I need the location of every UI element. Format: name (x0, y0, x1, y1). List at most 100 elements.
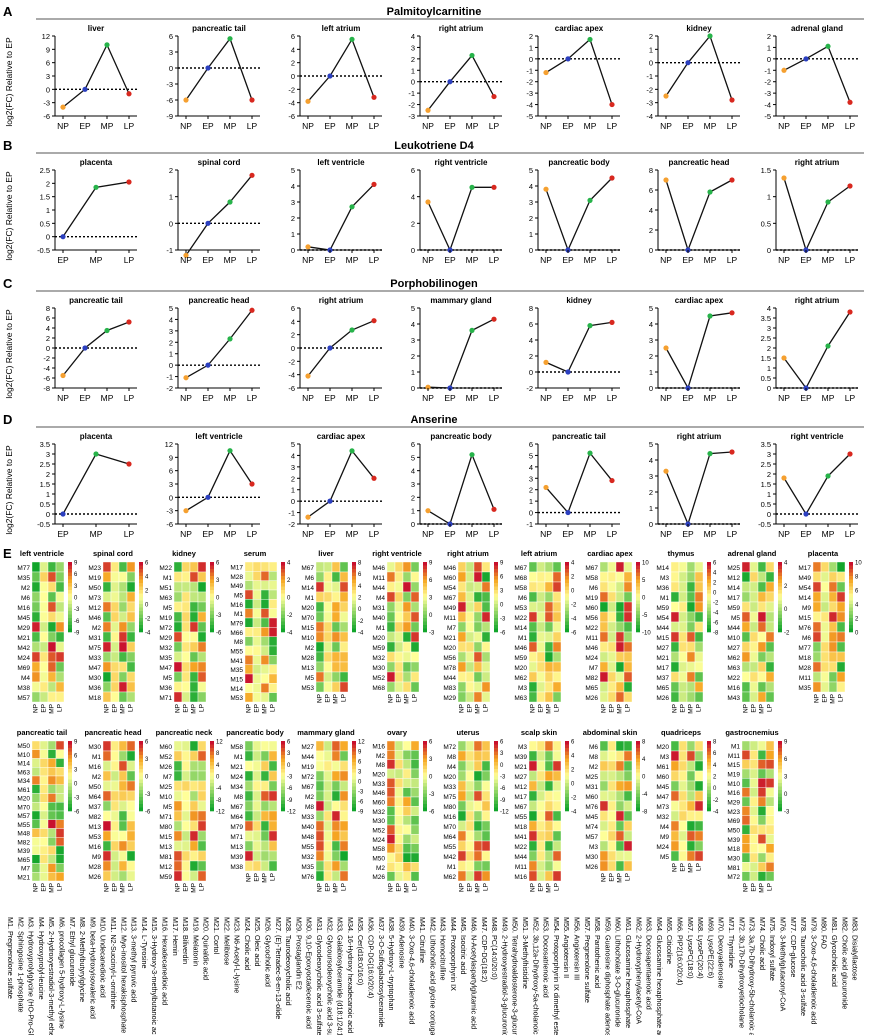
heatmap-cell (110, 760, 120, 772)
heatmap-row-label: M70 (443, 824, 456, 831)
chart-title: placenta (80, 158, 113, 167)
x-tick-label: LP (369, 393, 380, 403)
heatmap-cell (244, 589, 254, 600)
heatmap-cell (268, 571, 278, 581)
heatmap-scale-segment (281, 583, 285, 587)
heatmap-cell (31, 872, 41, 882)
legend-entry: M35. Cer(d18:0/16:0) (356, 917, 365, 985)
heatmap-cell (252, 645, 262, 656)
data-point (227, 448, 233, 454)
y-tick-label: 6 (46, 314, 50, 323)
heatmap-scale-segment (636, 776, 640, 780)
data-point (327, 345, 333, 351)
heatmap-cell (623, 601, 633, 613)
heatmap-cell (339, 820, 349, 832)
data-point (227, 336, 233, 342)
heatmap-cell (615, 581, 625, 593)
heatmap-scale-label: 9 (784, 740, 788, 746)
heatmap-cell (536, 780, 546, 792)
heatmap-cell (615, 780, 625, 792)
heatmap-cell (686, 810, 696, 822)
heatmap-cell (670, 780, 680, 792)
heatmap-cell (623, 750, 633, 762)
heatmap-cell (741, 796, 751, 807)
x-tick-label: EP (562, 255, 574, 265)
y-tick-label: 6 (291, 32, 295, 41)
series-line (783, 45, 851, 103)
x-tick-label: EP (324, 393, 336, 403)
heatmap-scale-segment (352, 590, 356, 594)
heatmap-scale-label: 8 (642, 740, 646, 746)
heatmap-cell (741, 601, 751, 613)
heatmap-cell (552, 760, 562, 772)
data-point (491, 184, 497, 190)
x-tick-label: MP (346, 255, 359, 265)
data-point (729, 449, 735, 455)
heatmap-scale-segment (778, 593, 782, 598)
data-point (425, 107, 431, 113)
heatmap-cell (244, 740, 254, 752)
data-point (93, 184, 99, 190)
legend-entry: M22. Melibiose (222, 917, 231, 965)
data-point (425, 508, 431, 514)
heatmap-scale-label: 0 (500, 603, 504, 609)
heatmap-cell (481, 661, 491, 673)
heatmap-cell (260, 580, 270, 591)
heatmap-cell (812, 631, 822, 643)
y-tick-label: 1 (291, 486, 295, 495)
heatmap-cell (173, 581, 183, 593)
heatmap-cell (110, 800, 120, 812)
heatmap-scale-segment (68, 586, 72, 591)
data-point (663, 93, 669, 99)
heatmap-row-label: M57 (17, 813, 30, 820)
heatmap-row-label: M12 (88, 605, 101, 612)
heatmap-cell (55, 845, 65, 855)
heatmap-scale-segment (707, 765, 711, 770)
heatmap-scale-segment (68, 804, 72, 808)
heatmap-cell (173, 770, 183, 782)
heatmap-cell (481, 671, 491, 683)
heatmap-cell (465, 740, 475, 752)
heatmap-cell (812, 641, 822, 653)
y-tick-label: -3 (43, 99, 50, 108)
heatmap-cell (544, 800, 554, 812)
heatmap-cell (394, 834, 404, 844)
heatmap-scale-label: -6 (358, 800, 364, 806)
y-tick-label: -3 (166, 80, 173, 89)
heatmap-cell (173, 850, 183, 862)
heatmap-cell (55, 749, 65, 759)
heatmap-scale-segment (565, 565, 569, 570)
heatmap-row-label: M64 (88, 794, 101, 801)
heatmap-scale-segment (494, 783, 498, 787)
heatmap-cell (102, 621, 112, 633)
heatmap-cell (39, 872, 49, 882)
heatmap-cell (39, 631, 49, 643)
heatmap-cell (836, 601, 846, 613)
y-tick-label: 6 (169, 467, 173, 476)
heatmap-x-label: LP (483, 883, 490, 891)
heatmap-row-label: M54 (443, 585, 456, 592)
heatmap-scale-segment (778, 790, 782, 794)
heatmap-cell (31, 661, 41, 673)
y-tick-label: 1 (767, 43, 771, 52)
y-tick-label: 4 (649, 456, 653, 465)
heatmap-row-label: M63 (159, 595, 172, 602)
heatmap-cell (110, 571, 120, 583)
heatmap-scale-segment (849, 593, 853, 598)
heatmap-cell (536, 611, 546, 623)
heatmap-scale-label: -4 (713, 611, 719, 617)
legend-entry: M38. 5-Hydroxy-L-tryptophan (387, 917, 396, 1010)
y-tick-label: 3 (46, 450, 50, 459)
heatmap-row-label: M1 (518, 635, 527, 642)
y-tick-label: 3 (767, 450, 771, 459)
heatmap-cell (55, 691, 65, 703)
heatmap-row-label: M24 (656, 844, 669, 851)
data-point (249, 172, 255, 178)
heatmap-cell (323, 860, 333, 872)
heatmap-scale-segment (494, 586, 498, 591)
heatmap-cell (323, 671, 333, 683)
heatmap-cell (457, 601, 467, 613)
series-line (545, 177, 613, 252)
heatmap-scale-segment (210, 790, 214, 794)
